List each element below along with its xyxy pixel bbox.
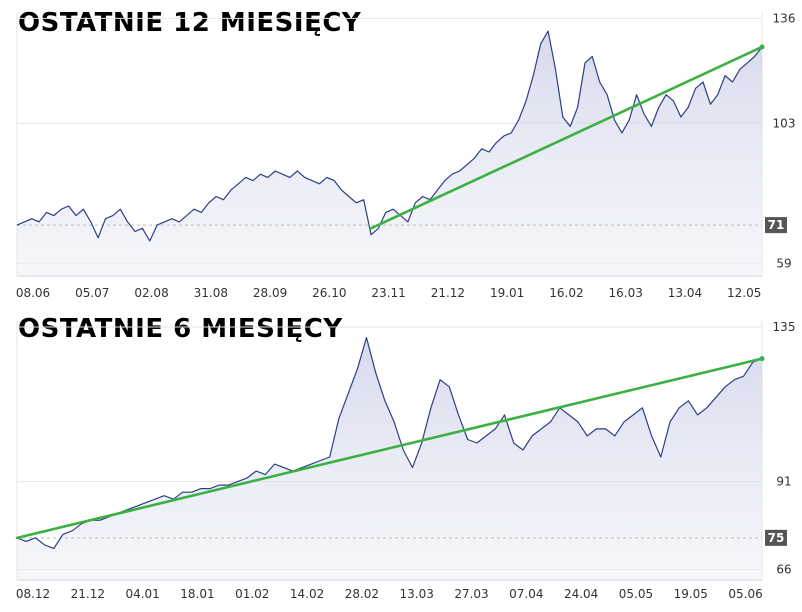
x-tick-label: 28.02: [345, 587, 379, 601]
x-tick-label: 19.05: [674, 587, 708, 601]
chart-title: OSTATNIE 6 MIESIĘCY: [18, 314, 343, 344]
trend-endpoint: [759, 356, 765, 362]
x-tick-label: 08.12: [16, 587, 50, 601]
x-tick-label: 16.02: [549, 286, 583, 300]
x-tick-label: 13.03: [400, 587, 434, 601]
y-tick-label: 103: [773, 116, 796, 130]
trend-line: [15, 357, 764, 540]
x-tick-label: 13.04: [668, 286, 702, 300]
x-tick-label: 19.01: [490, 286, 524, 300]
series-area: [17, 337, 762, 580]
chart-6m: 135 91 66 75 08.12 21.12 04.01 18.01 01.02 14.02 2…: [15, 320, 796, 601]
series-line: [16, 337, 763, 549]
x-tick-label: 18.01: [180, 587, 214, 601]
chart-title: OSTATNIE 12 MIESIĘCY: [18, 8, 362, 38]
trend-line: [369, 45, 764, 230]
y-tick-label: 135: [773, 320, 796, 334]
y-tick-label: 59: [776, 256, 791, 270]
series-line: [16, 30, 763, 242]
x-tick-label: 12.05: [727, 286, 761, 300]
last-value-label: 75: [768, 531, 785, 545]
x-tick-label: 08.06: [16, 286, 50, 300]
trend-endpoint: [759, 44, 765, 50]
y-tick-label: 136: [773, 11, 796, 25]
last-value-label: 71: [768, 218, 785, 232]
x-tick-label: 16.03: [609, 286, 643, 300]
x-tick-label: 05.05: [619, 587, 653, 601]
x-tick-label: 04.01: [125, 587, 159, 601]
last-value-box: [765, 217, 787, 234]
last-value-box: [765, 529, 787, 546]
x-tick-label: 26.10: [312, 286, 346, 300]
x-tick-label: 01.02: [235, 587, 269, 601]
y-tick-label: 91: [776, 475, 791, 489]
x-tick-label: 05.06: [728, 587, 762, 601]
x-tick-label: 07.04: [509, 587, 543, 601]
x-tick-label: 27.03: [454, 587, 488, 601]
x-tick-label: 28.09: [253, 286, 287, 300]
series-area: [17, 31, 762, 276]
chart-panel-12m: OSTATNIE 12 MIESIĘCY 136 103 59 71 08.06 05.0…: [16, 8, 796, 300]
x-tick-label: 31.08: [194, 286, 228, 300]
x-tick-label: 21.12: [71, 587, 105, 601]
x-tick-label: 24.04: [564, 587, 598, 601]
x-tick-label: 05.07: [75, 286, 109, 300]
chart-12m: 136 103 59 71 08.06 05.07 02.08 31.08 28.09 26.10…: [16, 11, 796, 300]
y-tick-label: 66: [776, 562, 791, 576]
x-tick-label: 21.12: [431, 286, 465, 300]
x-tick-label: 23.11: [371, 286, 405, 300]
chart-panel-6m: OSTATNIE 6 MIESIĘCY 135 91 66 75 08.12 21.12 0…: [0, 306, 802, 612]
x-tick-label: 14.02: [290, 587, 324, 601]
x-tick-label: 02.08: [134, 286, 168, 300]
